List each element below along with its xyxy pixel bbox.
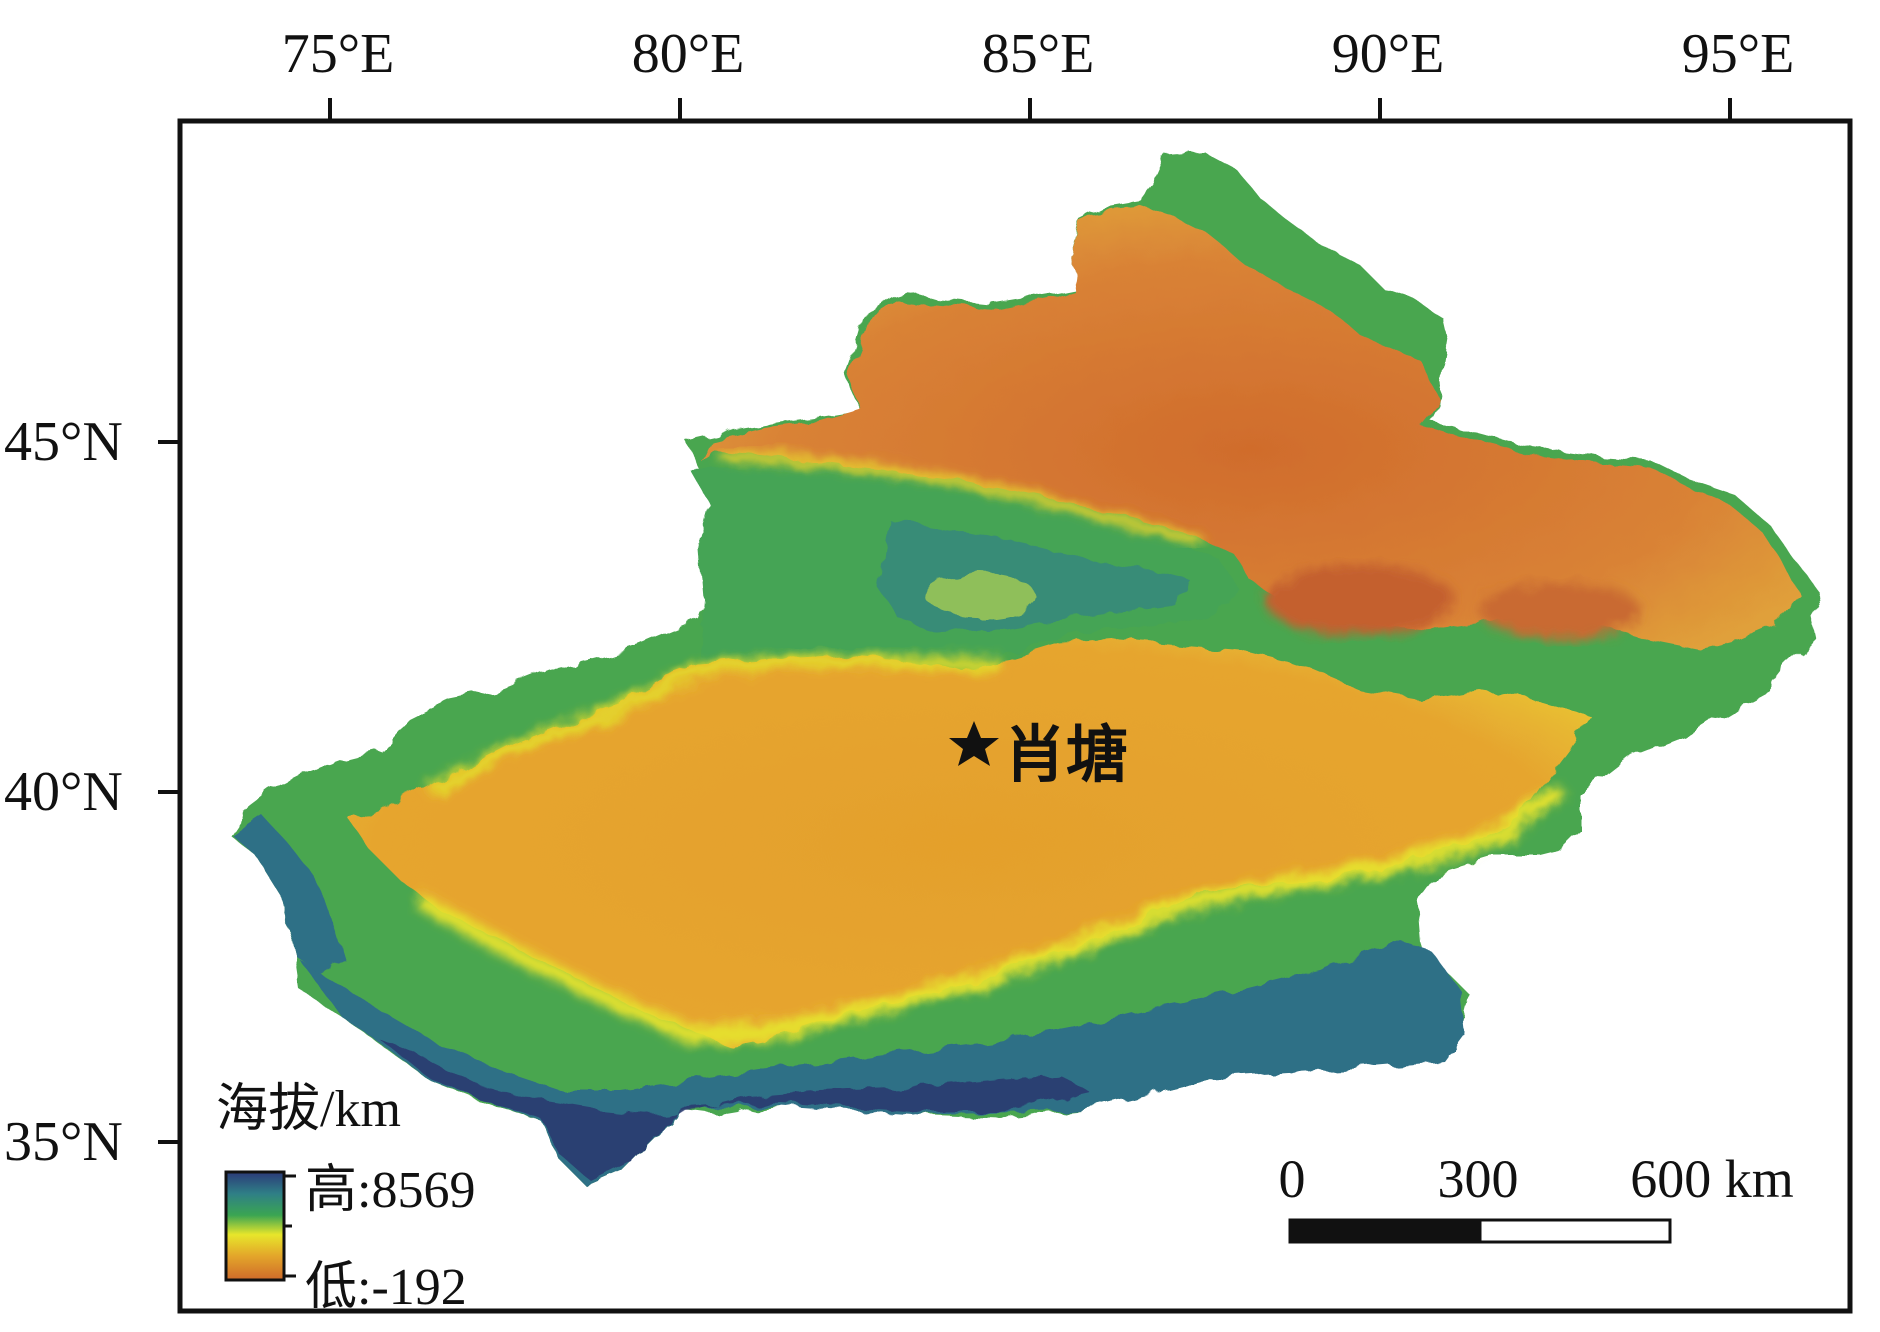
left-ticks [158,440,180,1144]
lat-label-45n: 45°N [4,411,123,473]
place-label-xiaotang: 肖塘 [1004,718,1129,791]
lon-label-75e: 75°E [281,23,395,85]
yili-valley [925,573,1035,617]
top-ticks [328,98,1732,121]
dzungaria-basin [700,205,1800,650]
tarim-north-fringe [427,653,1001,796]
lat-label-40n: 40°N [4,761,123,823]
hami-basin [1480,582,1640,638]
tarim-basin [350,640,1590,1045]
lon-label-85e: 85°E [981,23,1095,85]
legend-high-label: 高:8569 [305,1162,476,1219]
lat-label-35n: 35°N [4,1111,123,1173]
turpan-depression [1265,565,1455,635]
lon-label-95e: 95°E [1681,23,1795,85]
dz-south-fringe [719,450,1202,545]
scale-label-0: 0 [1278,1149,1306,1209]
legend-low-label: 低:-192 [305,1259,467,1316]
legend-title: 海拔/km [216,1081,401,1138]
scale-bar [1288,1218,1672,1244]
lon-label-80e: 80°E [631,23,745,85]
tarim-south-fringe [416,783,1565,1044]
pamir-edge [232,815,345,975]
scale-label-600km: 600 km [1630,1149,1794,1209]
kunlun-peaks [380,1040,1090,1180]
xinjiang-terrain [230,152,1822,1185]
legend-colorbar [224,1170,296,1282]
scale-label-300: 300 [1437,1149,1519,1209]
lon-label-90e: 90°E [1331,23,1445,85]
star-icon [949,721,999,766]
